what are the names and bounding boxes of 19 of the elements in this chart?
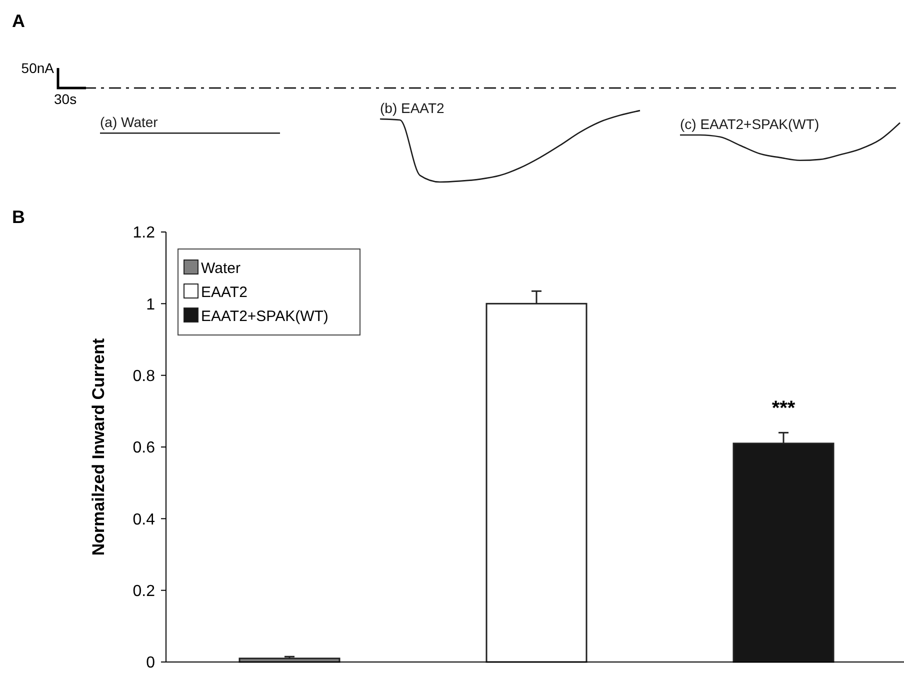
y-tick-label: 1 (146, 296, 156, 314)
legend-label: EAAT2 (201, 284, 248, 301)
y-tick-label: 0.4 (132, 511, 156, 528)
y-tick-label: 0.6 (132, 440, 156, 457)
text: 50nA (21, 60, 55, 76)
text: 30s (54, 91, 77, 107)
legend-label: EAAT2+SPAK(WT) (201, 308, 328, 325)
y-tick-label: 0.2 (132, 582, 156, 600)
series-label: (b) EAAT2 (380, 100, 445, 116)
text: B (12, 207, 25, 227)
y-axis-title: Normailzed Inward Current (89, 338, 108, 556)
text: A (12, 11, 25, 31)
y-tick-label: 1.2 (132, 224, 156, 242)
series-label: (a) Water (100, 114, 158, 130)
y-tick-label: 0 (146, 654, 156, 672)
legend-label: Water (201, 260, 240, 277)
y-tick-label: 0.8 (132, 368, 156, 385)
annotation: *** (772, 398, 796, 420)
series-label: (c) EAAT2+SPAK(WT) (680, 116, 820, 132)
